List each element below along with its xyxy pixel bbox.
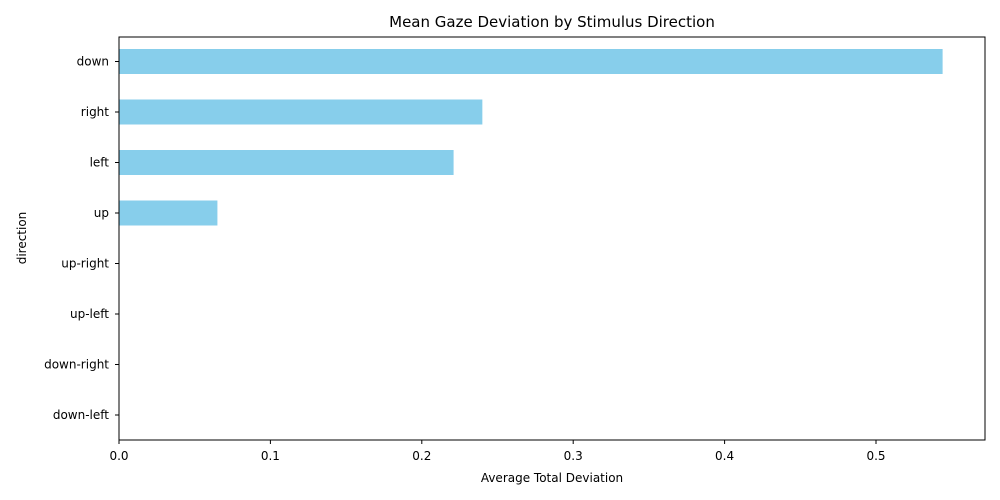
y-tick-label: up-right: [61, 257, 109, 271]
y-tick-label: up: [94, 206, 109, 220]
y-tick-label: down-right: [44, 358, 109, 372]
y-axis-ticks: down right left up up-right up-left down-right…: [44, 55, 119, 422]
x-tick-label: 0.4: [715, 449, 734, 463]
y-tick-label: right: [81, 105, 109, 119]
bar-down: [119, 49, 943, 74]
bars-group: [119, 49, 943, 226]
bar-left: [119, 150, 454, 175]
bar-right: [119, 99, 483, 125]
x-tick-label: 0.1: [261, 449, 280, 463]
chart-title: Mean Gaze Deviation by Stimulus Directio…: [389, 13, 715, 31]
plot-frame: [118, 36, 986, 441]
y-tick-label: down: [77, 55, 109, 69]
x-tick-label: 0.3: [564, 449, 583, 463]
x-tick-label: 0.2: [412, 449, 431, 463]
y-tick-label: down-left: [53, 408, 109, 422]
y-axis-label: direction: [15, 212, 29, 265]
x-axis-ticks: 0.0 0.1 0.2 0.3 0.4 0.5: [109, 440, 886, 463]
bar-up: [119, 200, 218, 226]
x-tick-label: 0.5: [866, 449, 885, 463]
y-tick-label: left: [90, 156, 110, 170]
x-tick-label: 0.0: [109, 449, 128, 463]
y-tick-label: up-left: [70, 307, 109, 321]
x-axis-label: Average Total Deviation: [481, 471, 623, 485]
